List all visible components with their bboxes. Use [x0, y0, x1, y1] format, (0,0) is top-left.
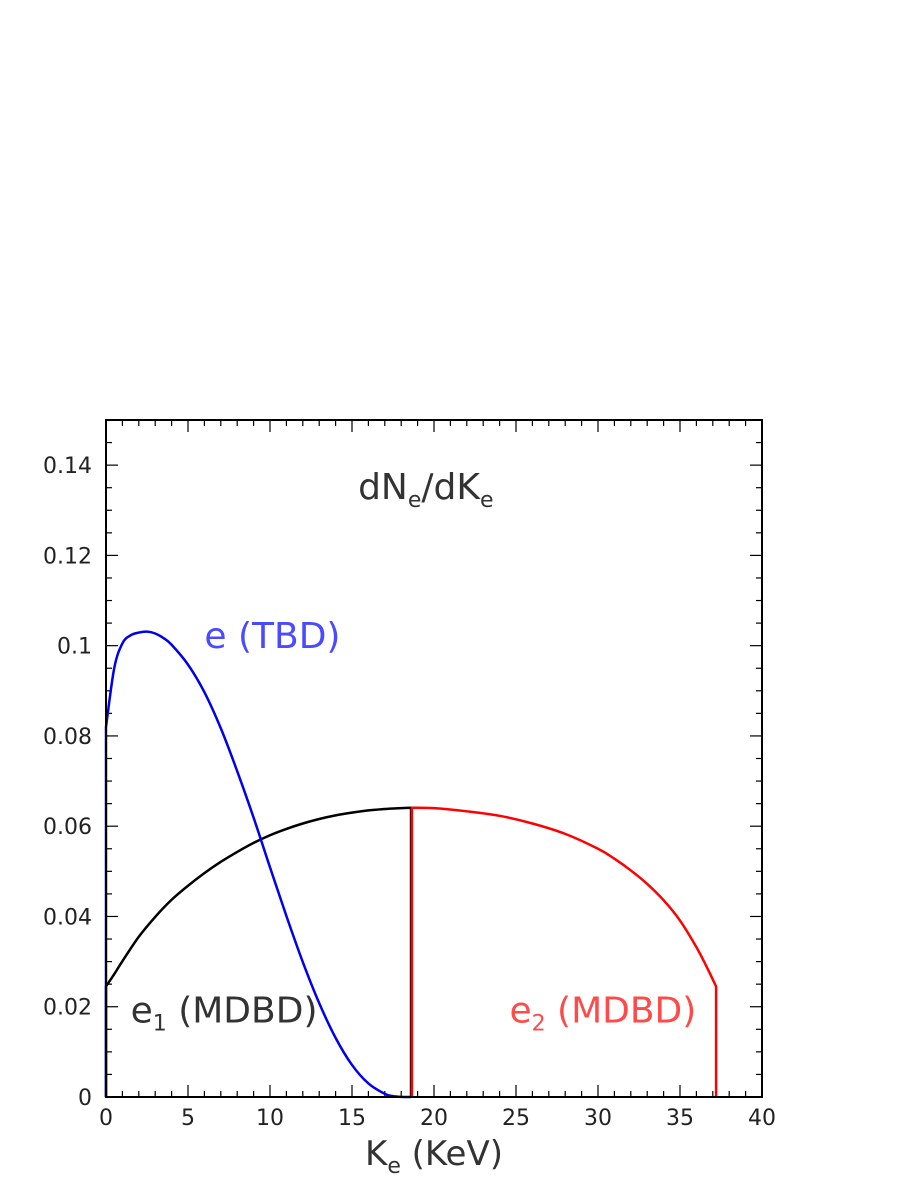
x-axis-title-sub: e — [387, 1154, 401, 1179]
series-line-e-tbd — [104, 630, 412, 1099]
inner-title-sub2: e — [480, 488, 494, 513]
y-tick-label: 0.02 — [43, 996, 92, 1021]
x-axis-title: Ke (KeV) — [365, 1134, 503, 1179]
axis-tick-labels: 0 5 10 15 20 25 30 35 40 0 0.02 0.04 0.06 0.08 0.1 0.12… — [43, 454, 776, 1131]
annotation-e1-sub: 1 — [153, 1012, 167, 1037]
annotation-tbd: e (TBD) — [204, 616, 340, 657]
annotation-e2-sub: 2 — [532, 1012, 546, 1037]
inner-title-main: dN — [358, 467, 408, 508]
inner-title-mid: /dK — [421, 467, 481, 508]
y-tick-label: 0.08 — [43, 725, 92, 750]
x-tick-label: 35 — [666, 1106, 694, 1131]
plot-frame — [105, 419, 763, 1098]
series-line-e2-mdbd — [410, 806, 718, 1097]
x-tick-label: 0 — [99, 1106, 113, 1131]
x-tick-label: 40 — [748, 1106, 776, 1131]
x-tick-label: 5 — [181, 1106, 195, 1131]
y-tick-label: 0.1 — [57, 635, 92, 660]
x-axis-title-rest: (KeV) — [401, 1134, 503, 1174]
annotation-e1: e1 (MDBD) — [131, 991, 318, 1037]
y-tick-label: 0.04 — [43, 905, 92, 930]
x-tick-label: 15 — [338, 1106, 366, 1131]
y-tick-label: 0.12 — [43, 544, 92, 569]
annotation-e1-rest: (MDBD) — [167, 991, 318, 1032]
annotation-e2-main: e — [509, 991, 531, 1032]
x-tick-label: 25 — [502, 1106, 530, 1131]
annotation-e2-rest: (MDBD) — [546, 991, 697, 1032]
x-tick-label: 10 — [256, 1106, 284, 1131]
y-tick-label: 0.14 — [43, 454, 92, 479]
annotation-e1-main: e — [131, 991, 153, 1032]
inner-title-sub1: e — [408, 488, 422, 513]
y-tick-label: 0 — [78, 1086, 92, 1111]
series-layer — [104, 630, 718, 1099]
series-line-e1-mdbd — [104, 806, 413, 1097]
annotation-e2: e2 (MDBD) — [509, 991, 696, 1037]
y-tick-label: 0.06 — [43, 815, 92, 840]
x-tick-label: 30 — [584, 1106, 612, 1131]
x-axis-title-main: K — [365, 1134, 389, 1174]
inner-title-annotation: dNe/dKe — [358, 467, 493, 513]
x-tick-label: 20 — [420, 1106, 448, 1131]
